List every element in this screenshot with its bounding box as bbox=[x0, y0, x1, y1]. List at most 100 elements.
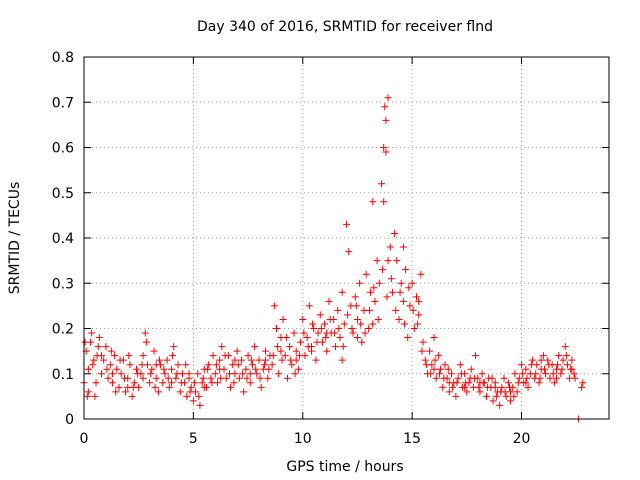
data-point bbox=[297, 338, 305, 346]
data-point bbox=[514, 379, 522, 387]
data-point bbox=[108, 370, 116, 378]
data-point bbox=[381, 103, 389, 111]
data-point bbox=[413, 293, 420, 301]
data-point bbox=[154, 388, 162, 396]
data-point bbox=[523, 374, 531, 382]
data-point bbox=[177, 379, 185, 387]
data-point bbox=[432, 374, 440, 382]
chart-title: Day 340 of 2016, SRMTID for receiver fln… bbox=[197, 19, 493, 35]
data-point bbox=[286, 343, 294, 351]
data-point bbox=[421, 356, 429, 364]
data-point bbox=[404, 334, 412, 342]
data-point bbox=[384, 94, 392, 102]
data-point bbox=[270, 302, 278, 310]
data-point bbox=[308, 347, 315, 355]
data-point bbox=[500, 374, 508, 382]
data-point bbox=[130, 379, 138, 387]
data-point bbox=[395, 315, 403, 323]
data-point bbox=[113, 365, 121, 373]
data-point bbox=[100, 356, 108, 364]
data-point bbox=[165, 383, 173, 391]
data-point bbox=[375, 279, 383, 287]
data-point bbox=[251, 343, 259, 351]
data-point bbox=[470, 374, 478, 382]
data-point bbox=[378, 180, 385, 188]
data-point bbox=[102, 343, 110, 351]
data-point bbox=[396, 288, 404, 296]
data-point bbox=[196, 401, 204, 409]
data-point bbox=[539, 352, 547, 360]
data-point bbox=[176, 388, 184, 396]
data-point bbox=[349, 329, 357, 337]
data-point bbox=[371, 297, 379, 305]
data-point bbox=[563, 361, 571, 369]
data-point bbox=[242, 365, 250, 373]
data-point bbox=[330, 329, 338, 337]
x-axis-label: GPS time / hours bbox=[286, 459, 403, 475]
data-point bbox=[478, 370, 486, 378]
data-point bbox=[415, 297, 423, 305]
data-point bbox=[235, 374, 243, 382]
data-point bbox=[380, 198, 388, 206]
data-point bbox=[415, 311, 423, 319]
data-point bbox=[225, 370, 233, 378]
data-point bbox=[309, 320, 317, 328]
data-point bbox=[248, 361, 256, 369]
data-point bbox=[353, 334, 361, 342]
data-point bbox=[568, 365, 576, 373]
data-point bbox=[426, 347, 434, 355]
data-point bbox=[124, 383, 132, 391]
data-point bbox=[549, 370, 557, 378]
x-tick-label: 15 bbox=[403, 431, 421, 447]
data-point bbox=[578, 383, 586, 391]
data-point bbox=[150, 347, 158, 355]
data-point bbox=[133, 365, 140, 373]
data-point bbox=[546, 374, 554, 382]
data-point bbox=[405, 284, 413, 292]
data-point bbox=[519, 370, 527, 378]
data-point bbox=[418, 347, 426, 355]
data-point bbox=[262, 356, 270, 364]
data-point bbox=[195, 392, 203, 400]
data-point bbox=[108, 379, 116, 387]
data-point bbox=[553, 374, 560, 382]
data-point bbox=[95, 334, 103, 342]
data-point bbox=[522, 379, 530, 387]
x-tick-label: 5 bbox=[189, 431, 198, 447]
data-point bbox=[388, 288, 396, 296]
y-tick-label: 0.7 bbox=[52, 95, 74, 111]
data-point bbox=[262, 347, 270, 355]
data-point bbox=[448, 370, 455, 378]
data-point bbox=[507, 397, 515, 405]
data-point bbox=[142, 338, 150, 346]
data-point bbox=[515, 374, 523, 382]
data-point bbox=[348, 325, 356, 332]
data-point bbox=[278, 356, 286, 364]
data-point bbox=[148, 365, 156, 373]
data-point bbox=[382, 116, 390, 124]
y-tick-label: 0 bbox=[65, 412, 74, 428]
data-point bbox=[374, 315, 382, 323]
data-point bbox=[476, 388, 484, 396]
data-point bbox=[456, 361, 464, 369]
data-point bbox=[369, 320, 377, 328]
data-point bbox=[98, 352, 105, 360]
data-point bbox=[528, 356, 536, 364]
data-point bbox=[453, 379, 461, 387]
data-point bbox=[211, 370, 219, 378]
data-point bbox=[174, 361, 182, 369]
data-point bbox=[358, 338, 366, 346]
data-point bbox=[476, 379, 484, 387]
data-point bbox=[164, 374, 172, 382]
data-point bbox=[122, 388, 130, 396]
data-point bbox=[540, 365, 548, 373]
data-point bbox=[198, 379, 206, 387]
data-point bbox=[323, 347, 331, 355]
data-point bbox=[115, 383, 123, 391]
data-point bbox=[510, 392, 518, 400]
data-point bbox=[343, 220, 350, 228]
data-point bbox=[321, 320, 329, 328]
data-point bbox=[338, 288, 346, 296]
data-point bbox=[369, 198, 377, 206]
data-point bbox=[365, 306, 373, 314]
